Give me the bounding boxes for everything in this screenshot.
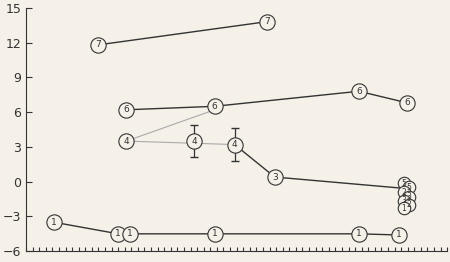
Text: 2: 2 bbox=[407, 200, 411, 209]
Text: 3: 3 bbox=[401, 196, 406, 205]
Text: 1: 1 bbox=[115, 229, 121, 238]
Text: 4: 4 bbox=[232, 140, 238, 149]
Text: 1: 1 bbox=[401, 204, 406, 213]
Text: 6: 6 bbox=[404, 98, 410, 107]
Text: 3: 3 bbox=[407, 192, 412, 201]
Text: 6: 6 bbox=[212, 102, 217, 111]
Text: 6: 6 bbox=[356, 87, 362, 96]
Text: 5: 5 bbox=[407, 183, 412, 192]
Text: 4: 4 bbox=[123, 137, 129, 146]
Text: 1: 1 bbox=[51, 218, 57, 227]
Text: 2: 2 bbox=[401, 188, 406, 196]
Text: 7: 7 bbox=[264, 17, 270, 26]
Text: 1: 1 bbox=[127, 229, 133, 238]
Text: 6: 6 bbox=[123, 105, 129, 114]
Text: 1: 1 bbox=[396, 231, 402, 239]
Text: 4: 4 bbox=[192, 137, 197, 146]
Text: 5: 5 bbox=[401, 179, 406, 188]
Text: 1: 1 bbox=[212, 229, 217, 238]
Text: 7: 7 bbox=[95, 40, 101, 49]
Text: 1: 1 bbox=[356, 229, 362, 238]
Text: 3: 3 bbox=[272, 173, 278, 182]
